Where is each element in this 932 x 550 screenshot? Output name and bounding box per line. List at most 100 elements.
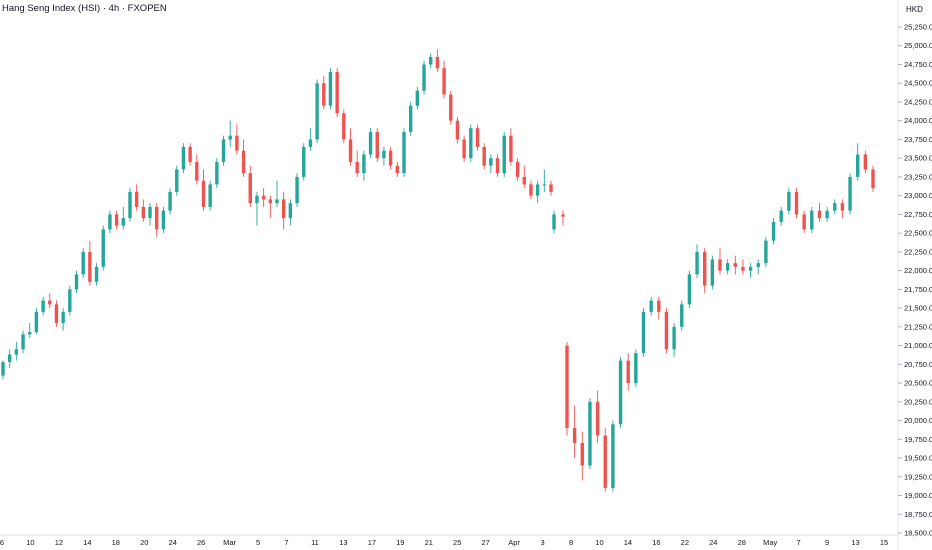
candle-body <box>328 71 333 106</box>
candle-body <box>687 274 692 305</box>
candle <box>41 296 45 316</box>
candle <box>549 180 553 196</box>
candle-body <box>34 311 39 333</box>
candle-body <box>54 304 59 324</box>
time-tick-label: May <box>763 538 777 547</box>
candle-body <box>580 443 584 466</box>
time-tick-label: 13 <box>339 538 347 547</box>
candle-body <box>415 90 420 106</box>
candle <box>703 248 707 294</box>
candle <box>469 124 473 162</box>
time-tick-label: 8 <box>569 538 573 547</box>
candle-body <box>128 191 132 219</box>
candle-body <box>74 274 79 290</box>
time-tick-label: 6 <box>0 538 4 547</box>
candle-body <box>228 135 232 140</box>
candle <box>288 199 293 226</box>
candle-body <box>703 251 707 286</box>
candle <box>328 68 333 110</box>
candle-body <box>794 191 799 215</box>
price-tick-label: 24,250.0 <box>904 97 932 106</box>
candle-body <box>201 180 206 207</box>
time-tick-label: 27 <box>482 538 490 547</box>
candle <box>208 180 212 211</box>
candle-body <box>833 203 837 211</box>
candle-body <box>268 199 273 204</box>
time-tick-label: 10 <box>595 538 603 547</box>
candle-body <box>241 150 246 174</box>
chart-title: Hang Seng Index (HSI) · 4h · FXOPEN <box>2 3 167 14</box>
price-tick-label: 21,500.0 <box>904 304 932 313</box>
candle-body <box>856 154 860 177</box>
candle-body <box>764 240 768 264</box>
candle-body <box>787 191 791 211</box>
price-tick-label: 21,250.0 <box>904 322 932 331</box>
price-tick-label: 23,000.0 <box>904 191 932 200</box>
time-tick-label: 7 <box>797 538 801 547</box>
candle-body <box>565 345 569 429</box>
candle-body <box>810 210 814 230</box>
candle <box>695 244 699 279</box>
candle-body <box>248 173 252 204</box>
candle-body <box>495 158 500 174</box>
candle <box>863 150 868 174</box>
candle-body <box>161 210 166 230</box>
candle-body <box>168 191 172 211</box>
time-tick-label: Mar <box>223 538 236 547</box>
candle <box>748 263 753 279</box>
candle <box>462 135 466 162</box>
currency-label: HKD <box>906 5 923 14</box>
time-tick-label: 17 <box>368 538 376 547</box>
candle <box>241 139 246 177</box>
time-tick-label: Apr <box>508 538 520 547</box>
candle-body <box>779 210 783 222</box>
candle-body <box>255 195 259 204</box>
time-tick-label: 7 <box>284 538 288 547</box>
candle <box>442 60 446 99</box>
candle-body <box>134 191 139 207</box>
candle <box>561 210 565 226</box>
candle <box>161 206 166 234</box>
candle <box>802 210 806 234</box>
candle <box>362 150 366 181</box>
candle <box>580 431 584 481</box>
price-tick-label: 20,500.0 <box>904 379 932 388</box>
candle-body <box>275 199 279 204</box>
candle-body <box>302 146 306 177</box>
candle <box>168 188 172 215</box>
candle <box>101 225 105 271</box>
time-tick-label: 15 <box>880 538 888 547</box>
time-tick-label: 14 <box>83 538 91 547</box>
candle <box>81 248 85 279</box>
candle <box>228 120 232 147</box>
candle <box>395 161 399 177</box>
candle-body <box>195 161 199 181</box>
candle <box>335 68 339 117</box>
price-tick-label: 23,750.0 <box>904 135 932 144</box>
candle <box>181 143 186 174</box>
candle-body <box>649 300 653 312</box>
candle-body <box>552 214 556 230</box>
candle-body <box>382 150 386 159</box>
candle <box>382 146 386 166</box>
candle <box>368 128 373 159</box>
candle <box>771 218 776 245</box>
candle <box>295 173 299 207</box>
candle-body <box>1 362 5 376</box>
candle-body <box>408 105 413 132</box>
candle <box>687 270 692 309</box>
candle <box>14 341 19 361</box>
price-tick-label: 19,250.0 <box>904 472 932 481</box>
candle <box>515 158 520 181</box>
candle <box>28 323 32 339</box>
candle <box>535 180 540 204</box>
candle-body <box>672 326 676 350</box>
price-tick-label: 20,750.0 <box>904 360 932 369</box>
candle-body <box>475 128 480 147</box>
candle-body <box>342 113 346 140</box>
time-axis[interactable]: 6 10 12 14 18 20 24 26 Mar 5 7 11 13 17 19 21 25 27 Apr 3 8 1… <box>0 534 898 547</box>
candle-body <box>848 176 852 211</box>
price-axis[interactable]: 18,500.0 18,750.0 19,000.0 19,250.0 19,500.0… <box>897 0 932 550</box>
time-tick-label: 12 <box>55 538 63 547</box>
